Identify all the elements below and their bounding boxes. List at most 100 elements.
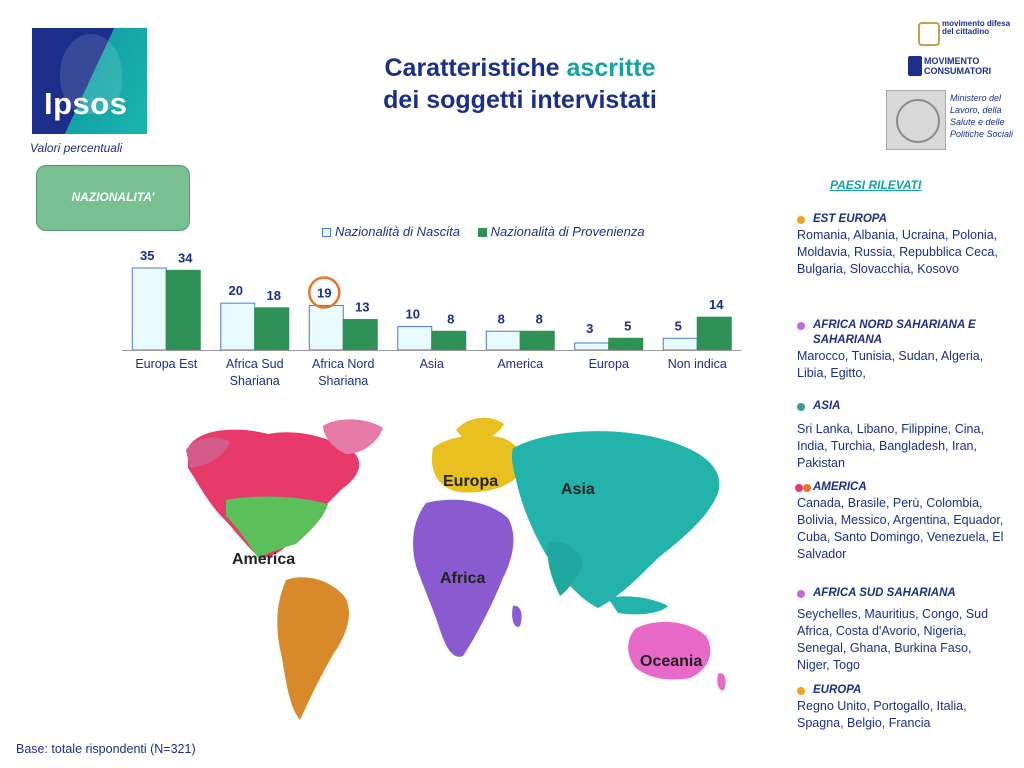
footer-base: Base: totale rispondenti (N=321): [16, 742, 196, 756]
region-america: AMERICA Canada, Brasile, Perù, Colombia,…: [795, 480, 1007, 563]
region-heading: EST EUROPA: [797, 212, 1007, 227]
map-south-america: [277, 577, 349, 720]
map-asia: [511, 431, 720, 608]
section-box-label: NAZIONALITA’: [71, 190, 155, 204]
region-asia: ASIA Sri Lanka, Libano, Filippine, Cina,…: [797, 399, 1007, 472]
republic-emblem-icon: [886, 90, 946, 150]
region-est-europa: EST EUROPA Romania, Albania, Ucraina, Po…: [797, 212, 1007, 278]
region-dot-icon: [797, 322, 805, 330]
bar-provenienza: [519, 330, 555, 351]
map-north-america: [188, 429, 360, 558]
category-label: Africa Nord: [312, 357, 375, 371]
data-label: 8: [536, 311, 543, 326]
data-label: 13: [355, 300, 369, 315]
legend-swatch-provenienza: [477, 228, 487, 237]
ministero-text: Ministero del Lavoro, della Salute e del…: [950, 93, 1014, 139]
map-scandinavia: [456, 417, 504, 442]
page-title: Caratteristiche ascritte dei soggetti in…: [330, 52, 710, 116]
category-label: Africa Sud: [226, 357, 284, 371]
mdc-logo: movimento difesa del cittadino: [918, 19, 1018, 46]
region-dot-icon: [797, 403, 805, 411]
region-europa: EUROPA Regno Unito, Portogallo, Italia, …: [797, 683, 1007, 732]
region-countries: Marocco, Tunisia, Sudan, Algeria, Libia,…: [797, 349, 984, 380]
bar-nascita: [574, 342, 610, 351]
bar-nascita: [131, 267, 167, 351]
logo-head-silhouette: [60, 34, 122, 114]
bar-provenienza: [696, 316, 732, 351]
mc-text: MOVIMENTO CONSUMATORI: [924, 56, 992, 76]
data-label: 10: [406, 307, 420, 322]
bar-nascita: [485, 330, 521, 351]
highlight-circle: [308, 276, 341, 309]
region-name: ASIA: [813, 400, 841, 412]
title-line-2: dei soggetti intervistati: [383, 86, 657, 114]
bar-provenienza: [342, 319, 378, 351]
map-africa: [413, 499, 514, 657]
region-heading: ASIA: [797, 399, 1007, 414]
region-heading: AFRICA NORD SAHARIANA E SAHARIANA: [797, 318, 1007, 348]
map-label-america: America: [232, 551, 295, 568]
map-alaska: [186, 437, 230, 468]
map-usa: [226, 496, 328, 558]
ipsos-logo: Ipsos: [32, 28, 147, 134]
bar-nascita: [220, 302, 256, 351]
data-label: 18: [267, 288, 281, 303]
data-label: 20: [229, 283, 243, 298]
legend-label-provenienza: Nazionalità di Provenienza: [490, 224, 645, 239]
section-box: NAZIONALITA’: [36, 165, 190, 231]
map-label-oceania: Oceania: [640, 653, 702, 670]
subtitle: Valori percentuali: [30, 141, 123, 155]
region-name: AMERICA: [813, 481, 867, 493]
region-name: AFRICA NORD SAHARIANA E SAHARIANA: [813, 319, 976, 346]
region-africa-nord: AFRICA NORD SAHARIANA E SAHARIANA Marocc…: [797, 318, 1007, 382]
category-label: Shariana: [230, 374, 280, 388]
logo-text: Ipsos: [44, 86, 128, 121]
map-europe: [431, 435, 523, 493]
region-dot-icon: [797, 590, 805, 598]
data-label: 35: [140, 248, 154, 263]
map-greenland: [323, 419, 383, 454]
movimento-consumatori-logo: MOVIMENTO CONSUMATORI: [908, 56, 1018, 76]
data-label: 19: [317, 285, 331, 300]
category-label: Non indica: [668, 357, 727, 371]
map-indonesia: [608, 596, 668, 615]
region-heading: AFRICA SUD SAHARIANA: [797, 586, 1007, 601]
region-name: EST EUROPA: [813, 213, 887, 225]
world-map: Europa Asia America Africa Oceania: [186, 417, 726, 720]
category-label: Asia: [420, 357, 444, 371]
mdc-text: movimento difesa del cittadino: [942, 19, 1011, 36]
bar-provenienza: [608, 337, 644, 351]
data-label: 8: [447, 311, 454, 326]
mc-mark-icon: [908, 56, 922, 76]
map-australia: [628, 621, 711, 680]
region-africa-sud: AFRICA SUD SAHARIANA Seychelles, Mauriti…: [797, 586, 1007, 674]
bar-provenienza: [165, 269, 201, 351]
region-countries: Romania, Albania, Ucraina, Polonia, Mold…: [797, 228, 998, 276]
region-dot-icon: [797, 687, 805, 695]
map-label-asia: Asia: [561, 481, 595, 498]
map-label-europa: Europa: [443, 473, 498, 490]
data-label: 3: [586, 321, 593, 336]
region-name: AFRICA SUD SAHARIANA: [813, 587, 956, 599]
legend-label-nascita: Nazionalità di Nascita: [335, 224, 461, 239]
region-countries: Canada, Brasile, Perù, Colombia, Bolivia…: [797, 496, 1004, 561]
region-heading: AMERICA: [795, 480, 1007, 495]
bar-nascita: [308, 304, 344, 351]
category-label: Europa Est: [135, 357, 197, 371]
map-madagascar: [512, 605, 522, 627]
region-countries: Seychelles, Mauritius, Congo, Sud Africa…: [797, 607, 989, 672]
data-label: 5: [624, 318, 631, 333]
region-dot-icon: [803, 484, 811, 492]
paesi-rilevati-title: PAESI RILEVATI: [830, 178, 922, 192]
bar-provenienza: [431, 330, 467, 351]
title-part-1: Caratteristiche: [384, 54, 567, 82]
data-label: 8: [498, 311, 505, 326]
region-name: EUROPA: [813, 684, 862, 696]
region-heading: EUROPA: [797, 683, 1007, 698]
category-label: Europa: [589, 357, 629, 371]
mdc-mark-icon: [918, 22, 940, 46]
data-label: 5: [675, 318, 682, 333]
chart-legend: Nazionalità di Nascita Nazionalità di Pr…: [322, 224, 659, 239]
category-label: America: [497, 357, 543, 371]
